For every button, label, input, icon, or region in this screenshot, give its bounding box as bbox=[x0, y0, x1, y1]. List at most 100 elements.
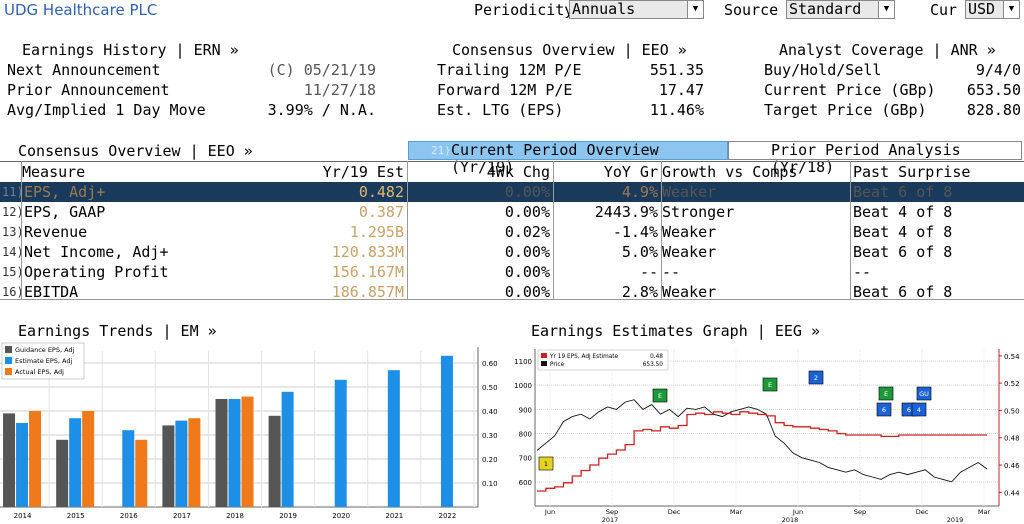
consensus-overview-link[interactable]: Consensus Overview | EEO » bbox=[452, 41, 687, 59]
row-estimate: 0.482 bbox=[358, 183, 404, 201]
target-price-label: Target Price (GBp) bbox=[764, 101, 927, 119]
bar-guidance-eps-adj bbox=[3, 413, 16, 507]
row-yoy-gr: 2.8% bbox=[621, 283, 658, 301]
table-row[interactable]: 11) EPS, Adj+ 0.482 0.00% 4.9% Weaker Beat 6 o… bbox=[0, 182, 1024, 202]
x-month-label: Dec bbox=[916, 508, 929, 516]
row-surprise: Beat 6 of 8 bbox=[853, 283, 953, 301]
col-est[interactable]: Yr/19 Est bbox=[322, 163, 404, 181]
row-index: 11) bbox=[2, 185, 22, 199]
right-tick-label: 0.52 bbox=[1004, 380, 1020, 388]
row-4wk-chg: 0.00% bbox=[504, 203, 550, 221]
left-tick-label: 600 bbox=[519, 479, 532, 487]
right-tick-label: 0.44 bbox=[1004, 489, 1020, 497]
table-row[interactable]: 12) EPS, GAAP 0.387 0.00% 2443.9% Stronger Bea… bbox=[0, 202, 1024, 222]
grid-line bbox=[661, 161, 662, 300]
table-row[interactable]: 14) Net Income, Adj+ 120.833M 0.00% 5.0% Weak… bbox=[0, 242, 1024, 262]
legend-value: 0.48 bbox=[650, 354, 663, 360]
row-growth: -- bbox=[662, 263, 681, 281]
bar-estimate-eps-adj bbox=[228, 399, 241, 507]
x-month-label: Sep bbox=[606, 508, 618, 516]
periodicity-dropdown[interactable]: Annuals ▼ bbox=[569, 0, 704, 19]
target-price-value: 828.80 bbox=[966, 101, 1021, 119]
bar-estimate-eps-adj bbox=[69, 418, 82, 507]
tab-prior-period[interactable]: Prior Period Analysis (Yr/18) bbox=[728, 141, 1022, 176]
consensus-table-link[interactable]: Consensus Overview | EEO » bbox=[18, 142, 253, 160]
chart-background bbox=[505, 341, 1024, 524]
currency-dropdown[interactable]: USD ▼ bbox=[965, 0, 1020, 19]
legend-value: 653.50 bbox=[643, 362, 664, 368]
legend-swatch bbox=[5, 368, 12, 375]
y-tick-label: 0.10 bbox=[482, 480, 498, 488]
x-month-label: Jun bbox=[792, 508, 803, 516]
row-4wk-chg: 0.00% bbox=[504, 263, 550, 281]
row-growth: Weaker bbox=[662, 243, 717, 261]
left-tick-label: 1100 bbox=[514, 358, 532, 366]
table-row[interactable]: 16) EBITDA 186.857M 0.00% 2.8% Weaker Beat 6 o… bbox=[0, 282, 1024, 302]
col-yoy-gr[interactable]: YoY Gr bbox=[603, 163, 658, 181]
right-tick-label: 0.54 bbox=[1004, 353, 1020, 361]
x-year-label: 2018 bbox=[782, 516, 799, 524]
bar-actual-eps-adj bbox=[82, 411, 95, 507]
bar-estimate-eps-adj bbox=[16, 423, 29, 507]
estimate-line bbox=[537, 411, 987, 492]
source-dropdown[interactable]: Standard ▼ bbox=[786, 0, 895, 19]
row-measure: EPS, Adj+ bbox=[24, 183, 106, 201]
event-marker bbox=[916, 386, 932, 401]
row-yoy-gr: -1.4% bbox=[612, 223, 658, 241]
prior-announcement-label: Prior Announcement bbox=[7, 81, 170, 99]
earnings-history-link[interactable]: Earnings History | ERN » bbox=[22, 41, 239, 59]
event-marker-label: E bbox=[884, 390, 888, 398]
event-marker-label: E bbox=[658, 392, 662, 400]
bar-estimate-eps-adj bbox=[387, 370, 400, 507]
table-row[interactable]: 15) Operating Profit 156.167M 0.00% -- -- -- bbox=[0, 262, 1024, 282]
row-index: 14) bbox=[2, 245, 22, 259]
event-marker-label: 1 bbox=[544, 460, 548, 468]
earnings-trends-link[interactable]: Earnings Trends | EM » bbox=[18, 322, 217, 340]
col-surprise[interactable]: Past Surprise bbox=[853, 163, 971, 181]
next-announcement-value: (C) 05/21/19 bbox=[267, 61, 376, 79]
table-row[interactable]: 13) Revenue 1.295B 0.02% -1.4% Weaker Beat 4 o… bbox=[0, 222, 1024, 242]
col-4wk-chg[interactable]: 4Wk Chg bbox=[486, 163, 550, 181]
currency-value: USD bbox=[968, 0, 996, 18]
row-yoy-gr: 4.9% bbox=[621, 183, 658, 201]
row-growth: Weaker bbox=[662, 223, 717, 241]
bar-actual-eps-adj bbox=[29, 411, 42, 507]
chevron-down-icon[interactable]: ▼ bbox=[1003, 1, 1019, 18]
right-tick-label: 0.48 bbox=[1004, 435, 1020, 443]
bar-actual-eps-adj bbox=[188, 418, 201, 507]
grid-line bbox=[553, 161, 554, 300]
row-estimate: 120.833M bbox=[331, 243, 404, 261]
row-measure: EBITDA bbox=[24, 283, 79, 301]
row-estimate: 156.167M bbox=[331, 263, 404, 281]
tab-current-period[interactable]: 21) Current Period Overview (Yr/19) bbox=[408, 141, 728, 176]
bar-guidance-eps-adj bbox=[215, 399, 228, 507]
bar-estimate-eps-adj bbox=[175, 420, 188, 507]
row-measure: Operating Profit bbox=[24, 263, 169, 281]
x-month-label: Mar bbox=[730, 508, 743, 516]
row-growth: Weaker bbox=[662, 183, 717, 201]
row-4wk-chg: 0.00% bbox=[504, 243, 550, 261]
bar-guidance-eps-adj bbox=[268, 415, 281, 507]
earnings-trends-chart[interactable]: 0.10 0.20 0.30 0.40 0.50 0.60 2014 2015 2016 2017… bbox=[0, 341, 500, 524]
analyst-coverage-link[interactable]: Analyst Coverage | ANR » bbox=[779, 41, 996, 59]
x-tick-label: 2017 bbox=[173, 512, 191, 520]
chevron-down-icon[interactable]: ▼ bbox=[878, 1, 894, 18]
row-4wk-chg: 0.02% bbox=[504, 223, 550, 241]
grid-line bbox=[407, 161, 408, 300]
eeg-link[interactable]: Earnings Estimates Graph | EEG » bbox=[531, 322, 820, 340]
forward-pe-value: 17.47 bbox=[658, 81, 704, 99]
chevron-down-icon[interactable]: ▼ bbox=[687, 1, 703, 18]
earnings-estimates-chart[interactable]: 600 700 800 900 1000 1100 0.44 0.46 0.48 0.50 0.52… bbox=[505, 341, 1024, 524]
left-tick-label: 800 bbox=[519, 431, 532, 439]
current-price-label: Current Price (GBp) bbox=[764, 81, 936, 99]
col-growth[interactable]: Growth vs Comps bbox=[662, 163, 798, 181]
left-tick-label: 1000 bbox=[514, 382, 532, 390]
event-marker-label: E bbox=[768, 381, 772, 389]
company-name[interactable]: UDG Healthcare PLC bbox=[4, 1, 158, 19]
row-index: 15) bbox=[2, 265, 22, 279]
right-tick-label: 0.46 bbox=[1004, 462, 1020, 470]
trailing-pe-label: Trailing 12M P/E bbox=[437, 61, 582, 79]
event-marker bbox=[652, 388, 668, 403]
col-measure[interactable]: Measure bbox=[22, 163, 86, 181]
event-marker bbox=[878, 386, 894, 401]
